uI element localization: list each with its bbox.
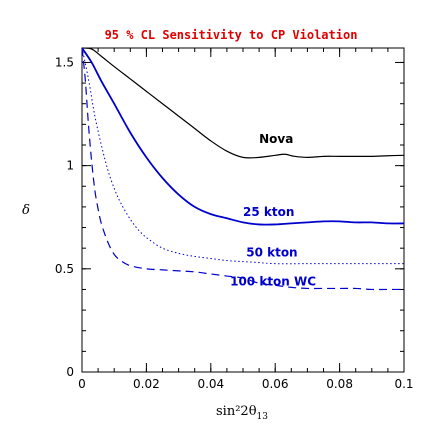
y-tick-label: 0 — [66, 365, 74, 379]
series-line-100-kton-wc — [81, 47, 404, 291]
series-labels: Nova 25 kton 50 kton 100 kton WC — [230, 132, 316, 288]
axis-ticks — [81, 48, 405, 373]
series-label-25-kton: 25 kton — [243, 205, 294, 219]
x-tick-label: 0.06 — [262, 377, 289, 391]
series-line-50-kton — [81, 47, 404, 265]
x-tick-label: 0.1 — [394, 377, 413, 391]
chart-title: 95 % CL Sensitivity to CP Violation — [105, 28, 358, 42]
x-axis-label-main: sin²2θ — [216, 404, 257, 419]
series-line-nova — [81, 47, 405, 159]
x-tick-label: 0.08 — [326, 377, 353, 391]
series-label-100-kton-wc: 100 kton WC — [230, 274, 316, 288]
series-line-25-kton — [81, 47, 405, 226]
y-axis-label: δ — [22, 203, 30, 218]
x-tick-label: 0.04 — [197, 377, 224, 391]
tick-labels: 0 0.02 0.04 0.06 0.08 0.1 0 0.5 1 1.5 — [55, 55, 414, 391]
series-label-nova: Nova — [259, 132, 293, 146]
x-axis-label: sin²2θ13 — [216, 404, 268, 422]
y-tick-label: 0.5 — [55, 262, 74, 276]
series-label-50-kton: 50 kton — [246, 245, 297, 259]
x-tick-label: 0 — [78, 377, 86, 391]
series-lines — [81, 47, 405, 291]
y-tick-label: 1.5 — [55, 55, 74, 69]
x-axis-label-subscript: 13 — [257, 412, 269, 422]
y-tick-label: 1 — [66, 159, 74, 173]
x-tick-label: 0.02 — [133, 377, 160, 391]
